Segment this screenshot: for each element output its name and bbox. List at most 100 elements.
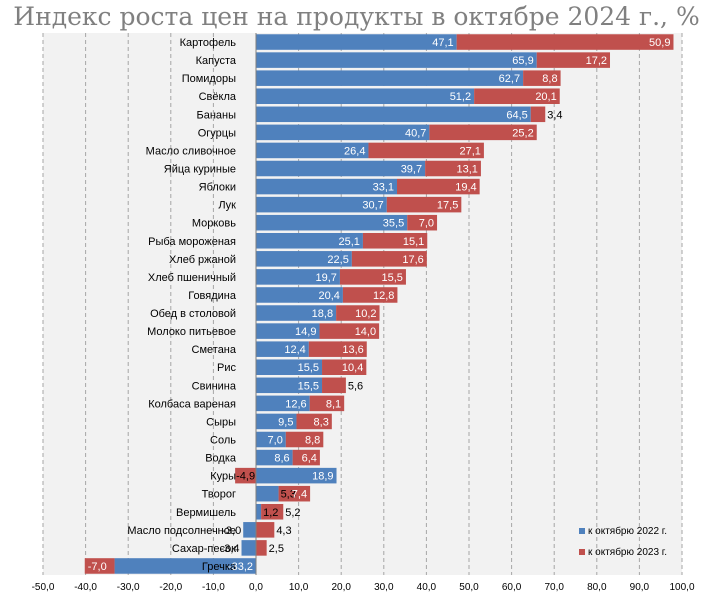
category-label: Гречка [202,561,237,573]
x-tick-label: -40,0 [74,582,97,593]
category-label: Яйца куриные [164,164,236,176]
bar-2022 [256,377,323,394]
category-label: Яблоки [199,182,236,194]
bar-2022 [256,196,387,213]
data-label-2022: 62,7 [499,73,520,85]
category-label: Вермишель [176,507,236,519]
bar-2023 [523,70,561,86]
data-label-2023: 15,5 [382,272,403,284]
data-label-2023: -4,9 [236,471,255,483]
bar-2023 [474,88,560,105]
x-tick-label: 40,0 [417,582,437,593]
bar-2023 [407,214,438,231]
bar-2022 [256,178,398,195]
bar-2022 [256,359,323,376]
data-label-2023: 8,1 [326,398,341,410]
data-label-2023: 27,1 [459,145,480,157]
data-label-2023: 17,5 [437,200,458,212]
bar-2022 [256,88,475,105]
bar-2023 [285,431,324,448]
bar-2023 [386,196,462,213]
bar-2022 [256,232,363,249]
data-label-2022: 12,4 [284,344,305,356]
bar-2022 [256,395,310,412]
data-label-2023: 6,4 [302,453,317,465]
bar-2023 [261,503,284,520]
bar-2022 [256,214,408,231]
category-label: Хлеб ржаной [169,254,236,266]
data-label-2023: 17,2 [586,55,607,67]
category-label: Свёкла [199,91,237,103]
x-tick-label: -30,0 [117,582,140,593]
bar-2023 [342,287,398,303]
category-label: Морковь [192,218,236,230]
data-label-2022: 7,0 [268,435,283,447]
bar-2022 [256,106,531,123]
data-label-2022: 22,5 [327,254,348,266]
bar-2023 [368,142,484,159]
legend-swatch [579,549,585,555]
data-labels: 47,1 50,9 65,9 17,2 62,7 8,8 51,2 20,1 64,5 3,4 40… [88,37,671,573]
bar-2023 [278,485,311,502]
bar-2023 [530,106,546,123]
data-label-2023: 13,1 [457,164,478,176]
x-tick-label: 100,0 [669,582,694,593]
bar-2022 [256,160,426,177]
data-label-2022: 64,5 [506,109,527,121]
data-label-2022: 65,9 [512,55,533,67]
x-tick-label: 30,0 [374,582,394,593]
bar-2023 [322,359,367,376]
data-label-2022: 15,5 [298,380,319,392]
data-label-2022: 18,8 [312,308,333,320]
data-label-2023: 50,9 [649,37,670,49]
bar-2022 [256,269,340,285]
bar-2022 [256,467,337,484]
category-label: Молоко питьевое [147,326,236,338]
legend: к октябрю 2022 г. к октябрю 2023 г. [579,525,667,558]
bar-2022 [241,540,256,556]
data-label-2023: 5,6 [348,380,363,392]
category-label: Свинина [192,380,237,392]
data-label-2022: 25,1 [339,236,360,248]
category-label: Картофель [180,37,237,49]
category-label: Говядина [188,290,237,302]
bar-2023 [456,34,674,50]
data-label-2023: 17,6 [402,254,423,266]
data-label-2022: 12,6 [285,398,306,410]
x-tick-label: 80,0 [587,582,607,593]
category-label: Бананы [196,109,236,121]
bar-2022 [256,52,537,68]
data-label-2023: 8,3 [314,416,329,428]
category-label: Водка [205,453,237,465]
bar-2023 [536,52,611,68]
data-label-2022: 20,4 [318,290,339,302]
category-label: Творог [202,489,236,501]
bar-2022 [256,323,320,339]
category-label: Помидоры [182,73,236,85]
data-label-2022: 9,5 [278,416,293,428]
data-label-2022: 1,2 [263,507,278,519]
data-label-2022: 26,4 [344,145,365,157]
grid-lines [42,33,683,575]
category-label: Рыба мороженая [148,236,236,248]
bar-2022 [256,287,343,303]
bars [84,34,674,574]
data-label-2022: 47,1 [432,37,453,49]
legend-label: к октябрю 2023 г. [588,546,667,558]
bar-2022 [114,558,257,574]
chart-title: Индекс роста цен на продукты в октябре 2… [13,2,700,31]
x-tick-label: 0,0 [249,582,263,593]
data-label-2022: 15,5 [298,362,319,374]
data-label-2022: -33,2 [228,561,253,573]
data-label-2023: 8,8 [305,435,320,447]
data-label-2023: 14,0 [355,326,376,338]
data-label-2023: 10,2 [355,308,376,320]
bar-2022 [256,305,337,321]
category-label: Хлеб пшеничный [148,272,236,284]
category-label: Обед в столовой [150,308,236,320]
legend-label: к октябрю 2022 г. [588,525,667,537]
bar-2023 [362,232,428,249]
category-label: Огурцы [198,127,236,139]
bar-2022 [256,34,457,50]
data-label-2023: 13,6 [342,344,363,356]
